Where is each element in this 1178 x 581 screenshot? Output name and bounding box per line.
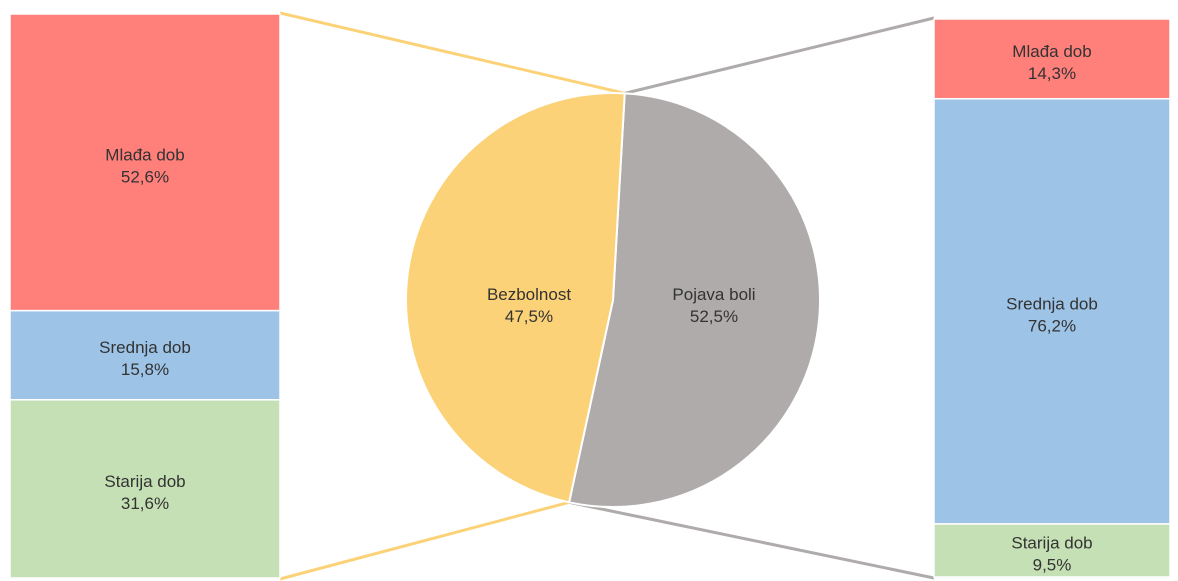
right-bar-segment-srednja-dob-label: Srednja dob 76,2% (1006, 294, 1098, 335)
left-bar-segment-mlada-dob (9, 13, 281, 312)
left-connector-bottom (279, 500, 570, 581)
right-connector-bottom (568, 500, 935, 580)
right-bar-segment-mlada-dob (933, 18, 1171, 100)
right-bar-segment-mlada-dob-label-category: Mlađa dob (1012, 42, 1091, 61)
left-bar-segment-starija-dob (9, 399, 281, 579)
left-stacked-bar: Mlađa dob 52,6% Srednja dob 15,8% Starija do… (9, 13, 281, 579)
pie-label-pojava-boli: Pojava boli 52,5% (672, 285, 755, 326)
left-bar-segment-mlada-dob-label: Mlađa dob 52,6% (105, 145, 184, 186)
left-bar-segment-starija-dob-label-category: Starija dob (104, 472, 185, 491)
right-stacked-bar: Mlađa dob 14,3% Srednja dob 76,2% Starija do… (933, 18, 1171, 578)
right-bar-segment-srednja-dob-label-value: 76,2% (1028, 316, 1076, 335)
left-bar-segment-mlada-dob-label-category: Mlađa dob (105, 145, 184, 164)
pie-slice-pojava-boli (567, 92, 821, 508)
pie: Bezbolnost 47,5% Pojava boli 52,5% (405, 92, 821, 508)
right-bar-segment-srednja-dob-label-category: Srednja dob (1006, 294, 1098, 313)
right-bar-segment-starija-dob-label-category: Starija dob (1011, 533, 1092, 552)
right-bar-segment-starija-dob (933, 523, 1171, 578)
pie-label-pojava-boli-value: 52,5% (690, 307, 738, 326)
pie-slice-bezbolnost (405, 92, 626, 504)
right-bar-segment-starija-dob-label-value: 9,5% (1033, 555, 1072, 574)
pie-label-bezbolnost-category: Bezbolnost (487, 285, 571, 304)
left-connector-top (279, 11, 626, 95)
left-bar-segment-starija-dob-label: Starija dob 31,6% (104, 472, 185, 513)
left-bar-segment-starija-dob-label-value: 31,6% (121, 494, 169, 513)
right-bar-segment-mlada-dob-label: Mlađa dob 14,3% (1012, 42, 1091, 83)
pie-label-bezbolnost: Bezbolnost 47,5% (487, 285, 571, 326)
right-connector-top (624, 16, 935, 95)
right-bar-segment-mlada-dob-label-value: 14,3% (1028, 64, 1076, 83)
left-bar-segment-srednja-dob-label-category: Srednja dob (99, 338, 191, 357)
left-bar-segment-srednja-dob-label: Srednja dob 15,8% (99, 338, 191, 379)
pie-label-pojava-boli-category: Pojava boli (672, 285, 755, 304)
left-bar-segment-srednja-dob (9, 309, 281, 401)
right-bar-segment-starija-dob-label: Starija dob 9,5% (1011, 533, 1092, 574)
pie-label-bezbolnost-value: 47,5% (505, 307, 553, 326)
connector-lines (279, 11, 935, 581)
left-bar-segment-mlada-dob-label-value: 52,6% (121, 167, 169, 186)
left-bar-segment-srednja-dob-label-value: 15,8% (121, 360, 169, 379)
